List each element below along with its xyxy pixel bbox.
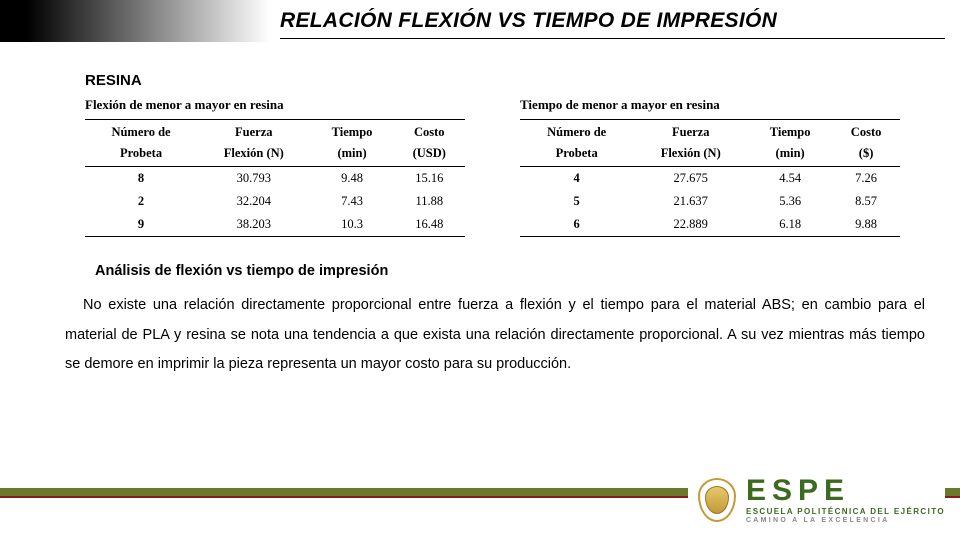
title-underline bbox=[280, 38, 945, 39]
cell: 11.88 bbox=[394, 190, 465, 213]
page-title: RELACIÓN FLEXIÓN VS TIEMPO DE IMPRESIÓN bbox=[280, 9, 777, 33]
title-bar: RELACIÓN FLEXIÓN VS TIEMPO DE IMPRESIÓN bbox=[0, 0, 960, 42]
th: Flexión (N) bbox=[633, 143, 748, 167]
shield-icon bbox=[698, 478, 736, 522]
analysis-heading: Análisis de flexión vs tiempo de impresi… bbox=[95, 263, 900, 279]
table-row: 4 27.675 4.54 7.26 bbox=[520, 167, 900, 191]
table-row: 9 38.203 10.3 16.48 bbox=[85, 213, 465, 237]
th: Fuerza bbox=[197, 120, 310, 144]
th: (min) bbox=[748, 143, 832, 167]
table-row: 2 32.204 7.43 11.88 bbox=[85, 190, 465, 213]
brand-subtitle-2: CAMINO A LA EXCELENCIA bbox=[746, 517, 945, 524]
footer-logo: E S P E ESCUELA POLITÉCNICA DEL EJÉRCITO… bbox=[688, 476, 945, 524]
th: Probeta bbox=[85, 143, 197, 167]
brand-letter: P bbox=[798, 476, 818, 506]
th: (USD) bbox=[394, 143, 465, 167]
cell: 32.204 bbox=[197, 190, 310, 213]
brand-subtitle-1: ESCUELA POLITÉCNICA DEL EJÉRCITO bbox=[746, 507, 945, 516]
table-right: Tiempo de menor a mayor en resina Número… bbox=[520, 97, 900, 237]
brand-block: E S P E ESCUELA POLITÉCNICA DEL EJÉRCITO… bbox=[746, 476, 945, 524]
cell: 7.26 bbox=[832, 167, 900, 191]
cell: 5.36 bbox=[748, 190, 832, 213]
cell: 22.889 bbox=[633, 213, 748, 237]
cell: 4 bbox=[520, 167, 633, 191]
tables-row: Flexión de menor a mayor en resina Númer… bbox=[85, 97, 900, 237]
cell: 6 bbox=[520, 213, 633, 237]
cell: 10.3 bbox=[311, 213, 394, 237]
th: ($) bbox=[832, 143, 900, 167]
brand-letters: E S P E bbox=[746, 476, 945, 506]
th: Tiempo bbox=[748, 120, 832, 144]
cell: 7.43 bbox=[311, 190, 394, 213]
cell: 9.88 bbox=[832, 213, 900, 237]
cell: 30.793 bbox=[197, 167, 310, 191]
table-right-caption: Tiempo de menor a mayor en resina bbox=[520, 97, 900, 113]
brand-letter: E bbox=[824, 476, 844, 506]
analysis-body: No existe una relación directamente prop… bbox=[65, 291, 925, 380]
table-left: Flexión de menor a mayor en resina Númer… bbox=[85, 97, 465, 237]
th: Flexión (N) bbox=[197, 143, 310, 167]
th: Número de bbox=[520, 120, 633, 144]
cell: 2 bbox=[85, 190, 197, 213]
cell: 9 bbox=[85, 213, 197, 237]
content: RESINA Flexión de menor a mayor en resin… bbox=[0, 42, 960, 380]
brand-letter: E bbox=[746, 476, 766, 506]
th: Costo bbox=[394, 120, 465, 144]
table-row: 6 22.889 6.18 9.88 bbox=[520, 213, 900, 237]
th: Probeta bbox=[520, 143, 633, 167]
th: Costo bbox=[832, 120, 900, 144]
table-row: 5 21.637 5.36 8.57 bbox=[520, 190, 900, 213]
title-gradient bbox=[0, 0, 270, 42]
th: Tiempo bbox=[311, 120, 394, 144]
cell: 9.48 bbox=[311, 167, 394, 191]
th: Número de bbox=[85, 120, 197, 144]
cell: 21.637 bbox=[633, 190, 748, 213]
table-right-grid: Número de Fuerza Tiempo Costo Probeta Fl… bbox=[520, 119, 900, 237]
cell: 5 bbox=[520, 190, 633, 213]
table-left-grid: Número de Fuerza Tiempo Costo Probeta Fl… bbox=[85, 119, 465, 237]
cell: 15.16 bbox=[394, 167, 465, 191]
th: (min) bbox=[311, 143, 394, 167]
cell: 27.675 bbox=[633, 167, 748, 191]
subsection-heading: RESINA bbox=[85, 72, 900, 89]
table-row: 8 30.793 9.48 15.16 bbox=[85, 167, 465, 191]
cell: 38.203 bbox=[197, 213, 310, 237]
cell: 8.57 bbox=[832, 190, 900, 213]
cell: 8 bbox=[85, 167, 197, 191]
table-left-caption: Flexión de menor a mayor en resina bbox=[85, 97, 465, 113]
footer: E S P E ESCUELA POLITÉCNICA DEL EJÉRCITO… bbox=[0, 478, 960, 540]
brand-letter: S bbox=[772, 476, 792, 506]
cell: 4.54 bbox=[748, 167, 832, 191]
th: Fuerza bbox=[633, 120, 748, 144]
cell: 16.48 bbox=[394, 213, 465, 237]
cell: 6.18 bbox=[748, 213, 832, 237]
